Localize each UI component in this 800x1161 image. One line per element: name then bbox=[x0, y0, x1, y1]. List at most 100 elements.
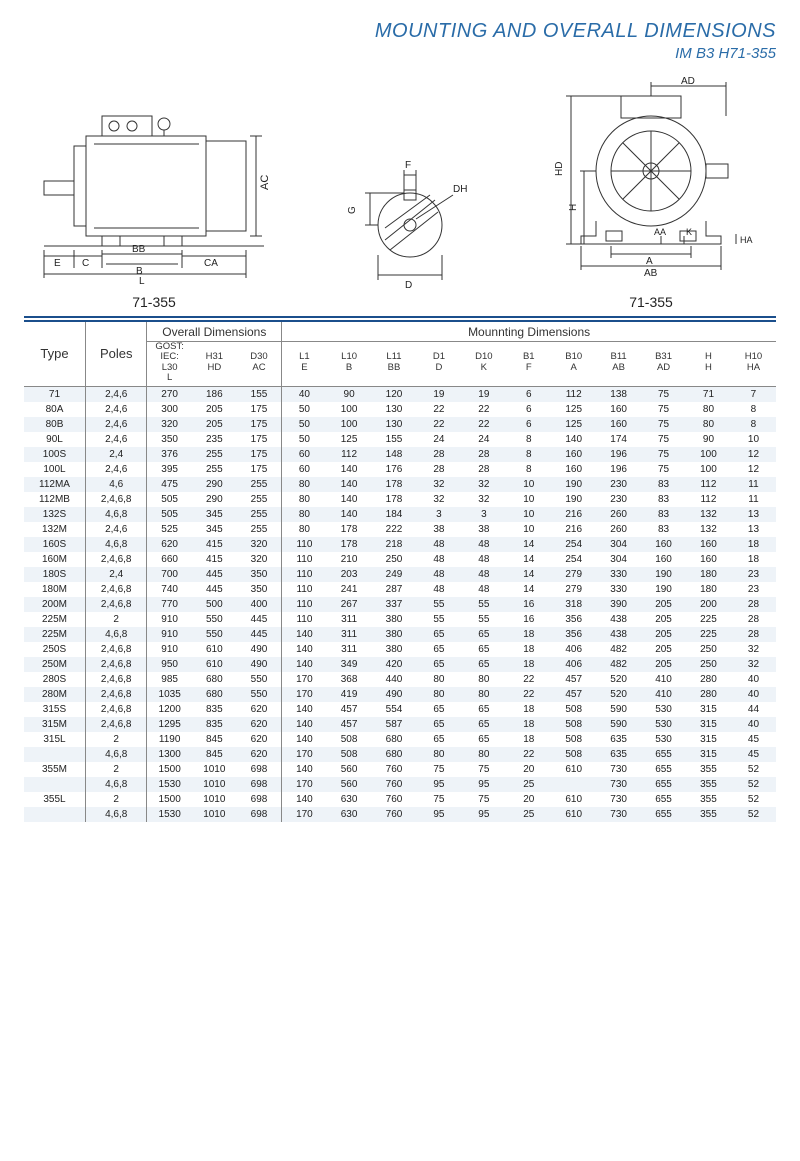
cell-b31: 190 bbox=[641, 567, 686, 582]
cell-l11: 250 bbox=[372, 552, 417, 567]
cell-h31: 680 bbox=[192, 672, 237, 687]
cell-b11: 438 bbox=[596, 627, 641, 642]
cell-b31: 83 bbox=[641, 522, 686, 537]
cell-l1: 170 bbox=[282, 807, 327, 822]
cell-poles: 4,6,8 bbox=[85, 537, 146, 552]
cell-type: 90L bbox=[24, 432, 85, 447]
cell-l30: 505 bbox=[147, 492, 192, 507]
dim-label: AC bbox=[259, 175, 271, 190]
drawing-shaft: F G DH D bbox=[335, 140, 475, 310]
cell-h31: 1010 bbox=[192, 777, 237, 792]
cell-type bbox=[24, 807, 85, 822]
cell-type: 225M bbox=[24, 627, 85, 642]
cell-d30: 175 bbox=[237, 432, 282, 447]
cell-b11: 730 bbox=[596, 762, 641, 777]
cell-b10: 318 bbox=[551, 597, 596, 612]
cell-l10: 560 bbox=[327, 762, 372, 777]
cell-h: 355 bbox=[686, 762, 731, 777]
cell-d1: 32 bbox=[416, 477, 461, 492]
cell-b31: 205 bbox=[641, 657, 686, 672]
cell-h31: 680 bbox=[192, 687, 237, 702]
col-d10: D10K bbox=[461, 342, 506, 387]
cell-l11: 222 bbox=[372, 522, 417, 537]
cell-b31: 75 bbox=[641, 462, 686, 477]
cell-l30: 320 bbox=[147, 417, 192, 432]
cell-type: 355M bbox=[24, 762, 85, 777]
cell-l30: 270 bbox=[147, 386, 192, 402]
cell-h31: 290 bbox=[192, 477, 237, 492]
col-b31: B31AD bbox=[641, 342, 686, 387]
cell-b1: 8 bbox=[506, 432, 551, 447]
cell-d30: 155 bbox=[237, 386, 282, 402]
cell-l10: 267 bbox=[327, 597, 372, 612]
cell-h10: 8 bbox=[731, 402, 776, 417]
drawing-front: AD HD H AA K HA A AB 71-355 bbox=[526, 76, 776, 310]
cell-type bbox=[24, 747, 85, 762]
cell-l10: 178 bbox=[327, 537, 372, 552]
cell-b11: 304 bbox=[596, 552, 641, 567]
cell-l1: 170 bbox=[282, 672, 327, 687]
cell-b31: 75 bbox=[641, 402, 686, 417]
cell-b10: 160 bbox=[551, 462, 596, 477]
cell-b10: 610 bbox=[551, 807, 596, 822]
cell-h31: 290 bbox=[192, 492, 237, 507]
cell-b10: 125 bbox=[551, 417, 596, 432]
cell-b10: 125 bbox=[551, 402, 596, 417]
cell-l1: 50 bbox=[282, 402, 327, 417]
cell-l10: 457 bbox=[327, 702, 372, 717]
cell-b11: 520 bbox=[596, 687, 641, 702]
table-row: 132M2,4,65253452558017822238381021626083… bbox=[24, 522, 776, 537]
cell-d10: 3 bbox=[461, 507, 506, 522]
cell-l1: 50 bbox=[282, 417, 327, 432]
col-type: Type bbox=[24, 321, 85, 386]
cell-b1: 10 bbox=[506, 477, 551, 492]
cell-d1: 28 bbox=[416, 462, 461, 477]
table-row: 200M2,4,6,877050040011026733755551631839… bbox=[24, 597, 776, 612]
cell-l11: 287 bbox=[372, 582, 417, 597]
cell-d10: 32 bbox=[461, 492, 506, 507]
cell-h: 180 bbox=[686, 567, 731, 582]
cell-l10: 140 bbox=[327, 477, 372, 492]
cell-d30: 490 bbox=[237, 657, 282, 672]
cell-b1: 22 bbox=[506, 747, 551, 762]
cell-l1: 80 bbox=[282, 477, 327, 492]
cell-l30: 1530 bbox=[147, 807, 192, 822]
table-row: 112MB2,4,6,85052902558014017832321019023… bbox=[24, 492, 776, 507]
cell-l10: 311 bbox=[327, 612, 372, 627]
cell-type: 132M bbox=[24, 522, 85, 537]
cell-l11: 440 bbox=[372, 672, 417, 687]
cell-b31: 205 bbox=[641, 627, 686, 642]
col-h31: H31HD bbox=[192, 342, 237, 387]
cell-h: 180 bbox=[686, 582, 731, 597]
cell-l1: 110 bbox=[282, 537, 327, 552]
cell-poles: 2,4,6,8 bbox=[85, 552, 146, 567]
cell-h10: 10 bbox=[731, 432, 776, 447]
cell-h10: 7 bbox=[731, 386, 776, 402]
cell-l30: 1500 bbox=[147, 762, 192, 777]
cell-poles: 2,4,6 bbox=[85, 432, 146, 447]
cell-d10: 24 bbox=[461, 432, 506, 447]
cell-h: 112 bbox=[686, 477, 731, 492]
cell-h: 250 bbox=[686, 657, 731, 672]
cell-type: 315L bbox=[24, 732, 85, 747]
cell-d10: 48 bbox=[461, 582, 506, 597]
cell-b1: 18 bbox=[506, 657, 551, 672]
cell-h: 90 bbox=[686, 432, 731, 447]
cell-d1: 95 bbox=[416, 807, 461, 822]
cell-d1: 48 bbox=[416, 567, 461, 582]
cell-l30: 1300 bbox=[147, 747, 192, 762]
cell-l10: 112 bbox=[327, 447, 372, 462]
cell-h: 280 bbox=[686, 672, 731, 687]
cell-h31: 835 bbox=[192, 702, 237, 717]
cell-d10: 22 bbox=[461, 417, 506, 432]
cell-d30: 175 bbox=[237, 417, 282, 432]
cell-l1: 60 bbox=[282, 447, 327, 462]
cell-h31: 500 bbox=[192, 597, 237, 612]
cell-d30: 175 bbox=[237, 402, 282, 417]
dim-label: AA bbox=[654, 227, 666, 237]
cell-l10: 140 bbox=[327, 507, 372, 522]
cell-h: 225 bbox=[686, 612, 731, 627]
page-subtitle: IM B3 H71-355 bbox=[24, 45, 776, 62]
cell-b10: 279 bbox=[551, 567, 596, 582]
cell-d30: 698 bbox=[237, 777, 282, 792]
